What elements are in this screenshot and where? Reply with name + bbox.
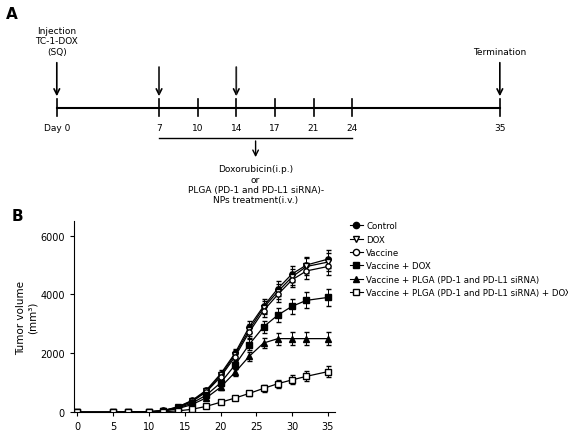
Y-axis label: Tumor volume
(mm³): Tumor volume (mm³) [16,280,37,354]
Text: Termination: Termination [473,47,527,56]
Text: 17: 17 [269,124,281,133]
Text: Injection
TC-1-DOX
(SQ): Injection TC-1-DOX (SQ) [35,26,78,56]
Text: 35: 35 [494,124,506,133]
Text: 7: 7 [156,124,162,133]
Legend: Control, DOX, Vaccine, Vaccine + DOX, Vaccine + PLGA (PD-1 and PD-L1 siRNA), Vac: Control, DOX, Vaccine, Vaccine + DOX, Va… [350,222,568,297]
Text: Doxorubicin(i.p.)
or
PLGA (PD-1 and PD-L1 siRNA)-
NPs treatment(i.v.): Doxorubicin(i.p.) or PLGA (PD-1 and PD-L… [187,165,324,205]
Text: 24: 24 [346,124,358,133]
Text: B: B [11,208,23,223]
Text: Day 0: Day 0 [44,124,70,133]
Text: 14: 14 [231,124,242,133]
Text: 10: 10 [192,124,203,133]
Text: A: A [6,7,18,21]
Text: 21: 21 [308,124,319,133]
